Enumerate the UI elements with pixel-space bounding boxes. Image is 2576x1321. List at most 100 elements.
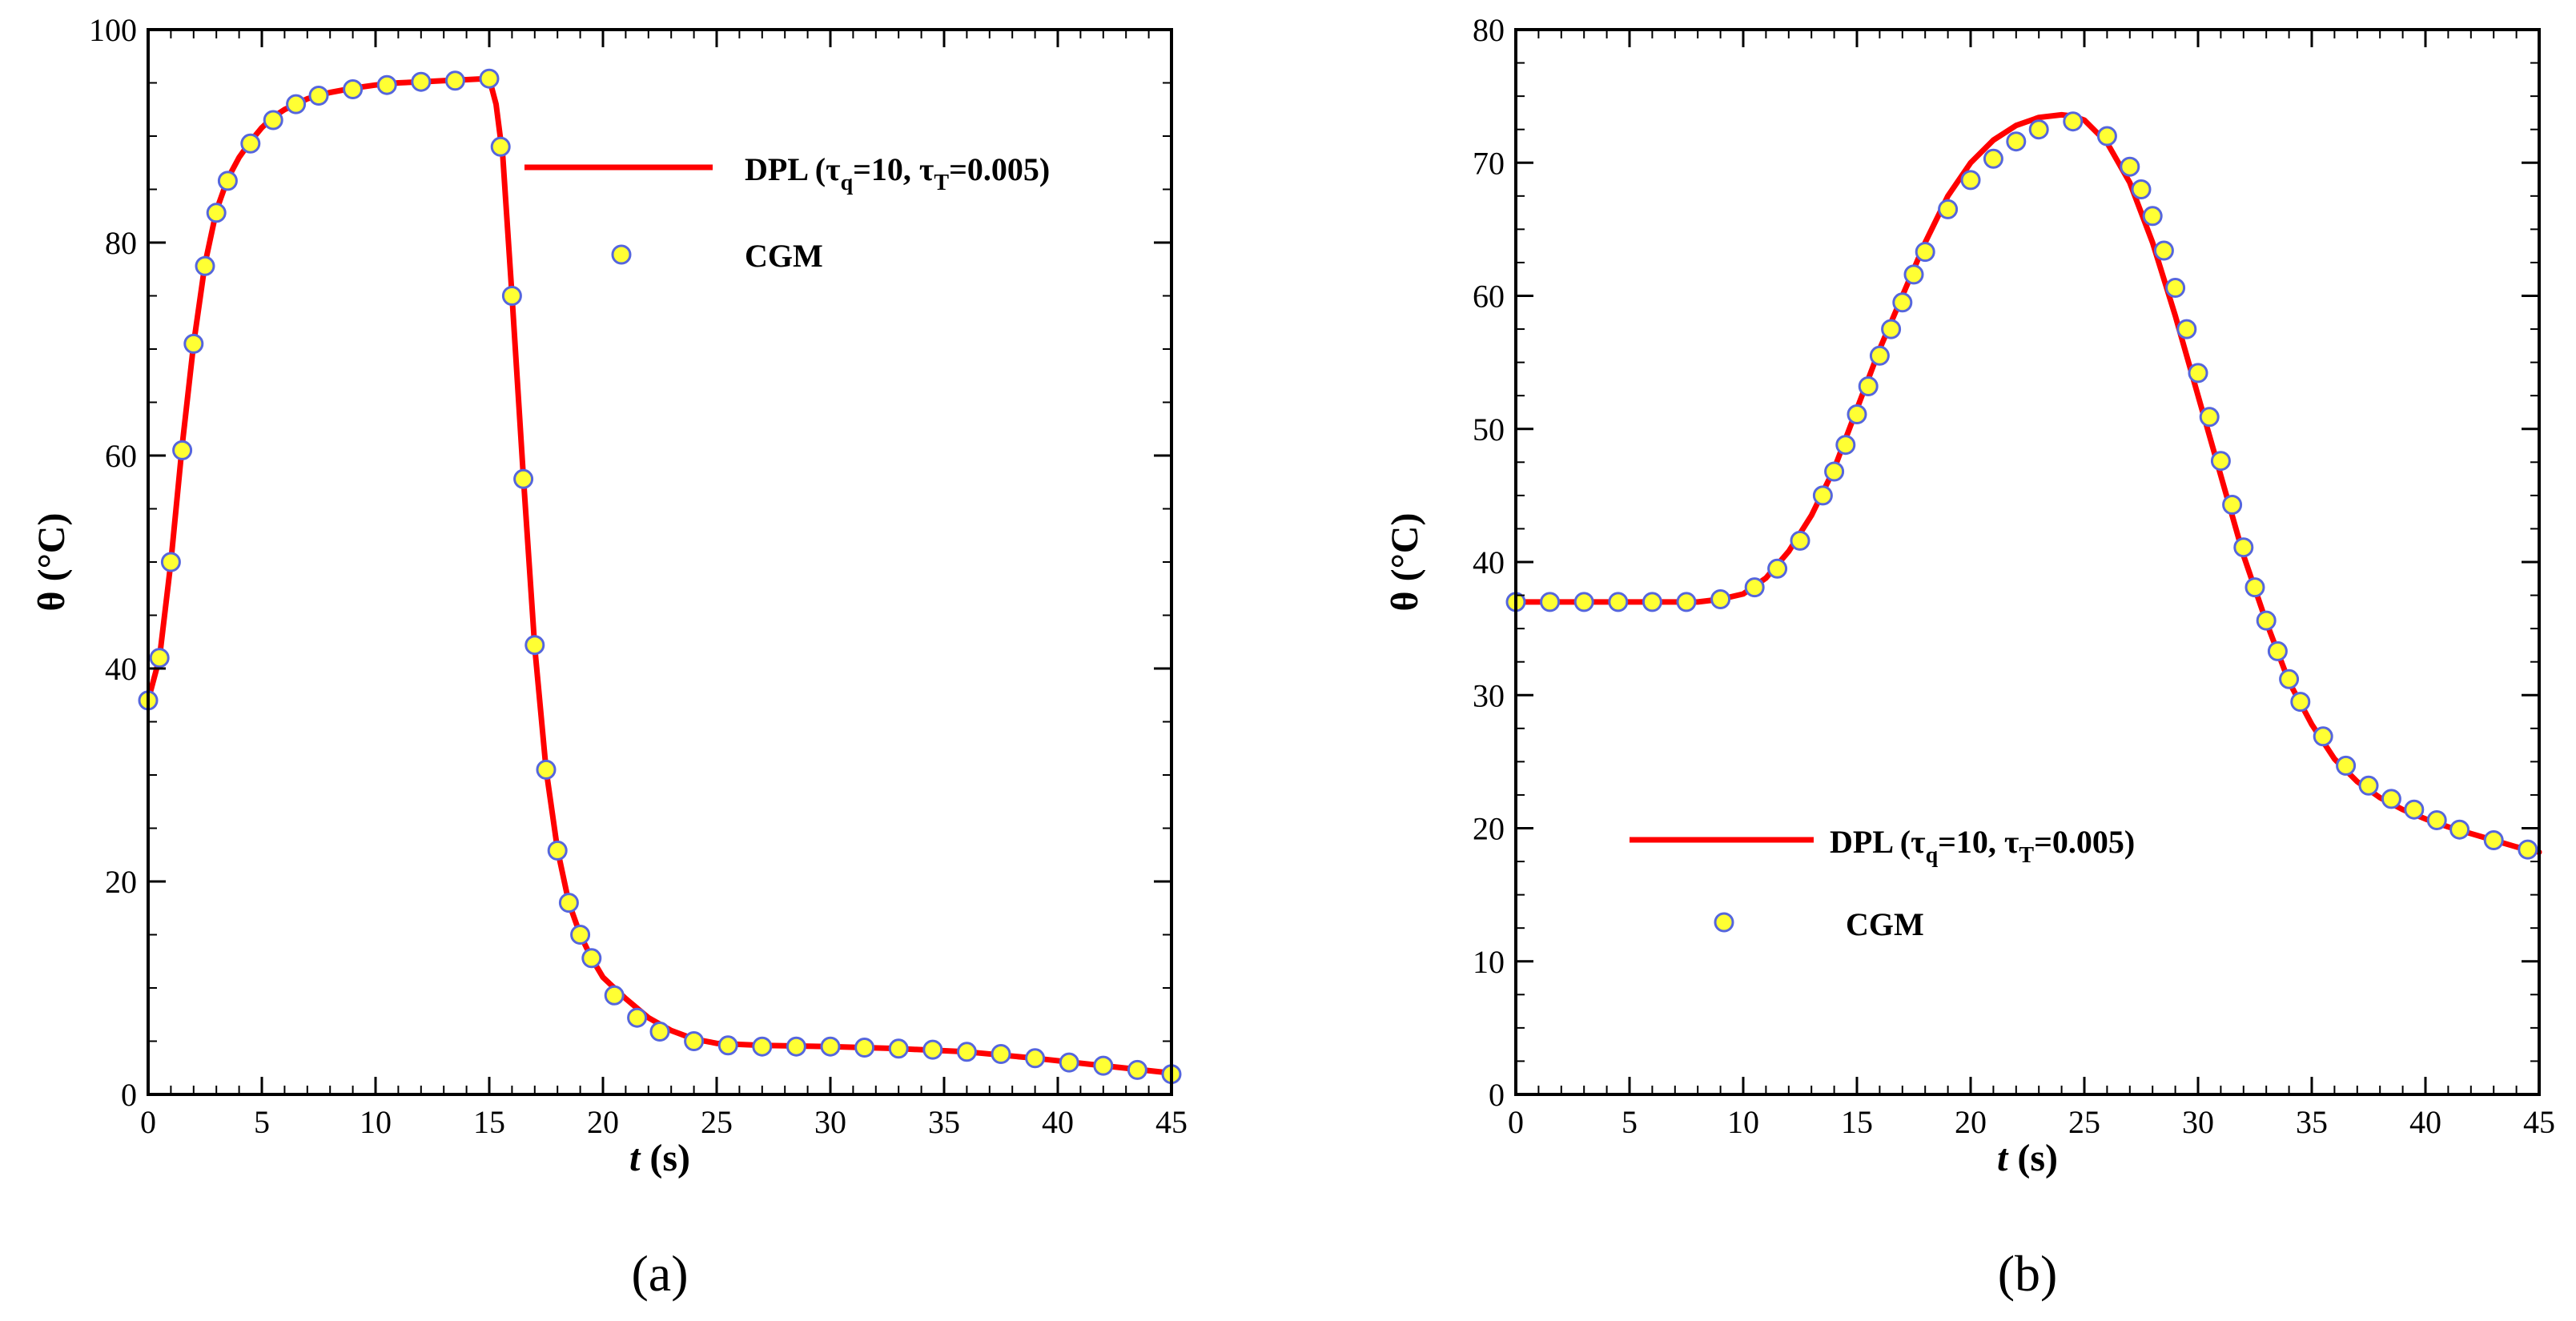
cgm-point-a bbox=[195, 255, 215, 276]
x-tick-label-b: 45 bbox=[2523, 1104, 2555, 1140]
cgm-point-a bbox=[160, 552, 181, 572]
cgm-point-a bbox=[922, 1039, 943, 1060]
y-tick-label-b: 70 bbox=[1473, 145, 1505, 181]
cgm-point-a bbox=[786, 1036, 806, 1057]
y-tick-label-b: 0 bbox=[1489, 1077, 1505, 1113]
cgm-point-b bbox=[2028, 119, 2049, 140]
cgm-point-a bbox=[376, 74, 397, 95]
legend-b: DPL (τq=10, τT=0.005) CGM bbox=[1630, 824, 2135, 942]
cgm-point-b bbox=[1573, 592, 1594, 612]
cgm-point-b bbox=[2483, 830, 2504, 850]
legend-line-label-b: DPL (τq=10, τT=0.005) bbox=[1830, 824, 2135, 868]
cgm-point-a bbox=[820, 1036, 841, 1057]
cgm-point-b bbox=[2063, 111, 2084, 132]
cgm-point-b bbox=[1608, 592, 1629, 612]
y-tick-label-b: 40 bbox=[1473, 544, 1505, 580]
cgm-point-b bbox=[2381, 789, 2401, 809]
cgm-point-a bbox=[444, 70, 465, 91]
cgm-point-a bbox=[172, 440, 193, 460]
x-tick-label-b: 40 bbox=[2409, 1104, 2441, 1140]
cgm-point-b bbox=[1744, 577, 1765, 598]
cgm-point-a bbox=[343, 79, 364, 99]
cgm-point-b bbox=[2233, 537, 2254, 558]
axis-ticks-a: 0 5 10 15 20 25 30 35 40 45 0 20 40 60 80 100 bbox=[89, 12, 1188, 1140]
cgm-point-b bbox=[1938, 199, 1959, 219]
cgm-point-a bbox=[501, 286, 522, 306]
cgm-point-b bbox=[1540, 592, 1561, 612]
cgm-point-a bbox=[1093, 1055, 1114, 1076]
cgm-point-a bbox=[1025, 1048, 1046, 1069]
x-tick-label-a: 5 bbox=[254, 1104, 270, 1140]
legend-marker-swatch-b bbox=[1714, 912, 1734, 933]
y-tick-label-b: 80 bbox=[1473, 12, 1505, 48]
x-tick-label-a: 25 bbox=[701, 1104, 733, 1140]
cgm-point-b bbox=[1858, 376, 1879, 396]
x-tick-label-a: 0 bbox=[140, 1104, 156, 1140]
cgm-point-b bbox=[1642, 592, 1662, 612]
series-line-dpl-b bbox=[1513, 111, 2542, 855]
x-axis-label-b: t (s) bbox=[1997, 1137, 2058, 1179]
cgm-point-b bbox=[2153, 240, 2174, 261]
cgm-point-a bbox=[888, 1038, 909, 1059]
cgm-point-b bbox=[1812, 485, 1833, 506]
cgm-point-a bbox=[183, 333, 204, 354]
plot-area-b bbox=[1505, 111, 2542, 860]
cgm-point-b bbox=[2210, 451, 2231, 472]
panel-label-a: (a) bbox=[631, 1245, 688, 1302]
cgm-point-b bbox=[2188, 363, 2208, 383]
x-axis-label-a: t (s) bbox=[629, 1137, 690, 1179]
cgm-point-b bbox=[2120, 156, 2140, 177]
cgm-point-b bbox=[2426, 810, 2447, 830]
panel-b: 0 5 10 15 20 25 30 35 40 45 0 10 20 30 40 50 60 70 80 θ (°… bbox=[1384, 12, 2555, 1302]
x-tick-label-a: 45 bbox=[1155, 1104, 1188, 1140]
cgm-point-b bbox=[1847, 404, 1867, 424]
y-tick-label-a: 20 bbox=[105, 864, 137, 900]
y-tick-label-a: 40 bbox=[105, 651, 137, 687]
y-tick-label-a: 100 bbox=[89, 12, 137, 48]
x-tick-label-a: 15 bbox=[473, 1104, 505, 1140]
cgm-point-b bbox=[2449, 819, 2470, 840]
cgm-point-b bbox=[1960, 170, 1981, 191]
y-tick-label-a: 60 bbox=[105, 438, 137, 474]
y-tick-label-b: 30 bbox=[1473, 677, 1505, 713]
series-line-dpl-a bbox=[145, 75, 1175, 1076]
y-tick-label-b: 50 bbox=[1473, 412, 1505, 448]
cgm-point-b bbox=[2336, 755, 2357, 776]
cgm-point-b bbox=[1869, 345, 1890, 366]
cgm-point-a bbox=[649, 1022, 670, 1042]
cgm-point-b bbox=[2131, 179, 2152, 199]
cgm-point-b bbox=[2006, 131, 2027, 152]
cgm-point-a bbox=[308, 86, 329, 106]
cgm-point-a bbox=[479, 68, 500, 89]
legend-a: DPL (τq=10, τT=0.005) CGM bbox=[524, 151, 1050, 274]
panel-a: 0 5 10 15 20 25 30 35 40 45 0 20 40 60 80 100 θ (°C) t … bbox=[30, 12, 1188, 1302]
cgm-point-a bbox=[411, 71, 432, 92]
cgm-point-a bbox=[1127, 1059, 1147, 1080]
cgm-point-a bbox=[956, 1042, 977, 1062]
y-axis-label-a: θ (°C) bbox=[30, 513, 73, 612]
cgm-point-a bbox=[286, 94, 307, 114]
cgm-point-b bbox=[2222, 495, 2243, 515]
x-tick-label-a: 20 bbox=[587, 1104, 619, 1140]
cgm-point-a bbox=[717, 1035, 738, 1056]
cgm-point-a bbox=[524, 635, 545, 656]
legend-marker-label-b: CGM bbox=[1846, 906, 1924, 942]
cgm-point-b bbox=[2199, 407, 2220, 428]
cgm-point-a bbox=[752, 1036, 773, 1057]
cgm-point-b bbox=[1824, 461, 1845, 482]
cgm-point-b bbox=[2142, 206, 2163, 227]
cgm-point-a bbox=[854, 1038, 875, 1058]
cgm-point-b bbox=[1983, 148, 2003, 169]
cgm-point-b bbox=[2290, 692, 2311, 713]
cgm-point-a bbox=[217, 171, 238, 191]
x-tick-label-b: 5 bbox=[1622, 1104, 1638, 1140]
cgm-point-b bbox=[2518, 839, 2538, 860]
x-tick-label-b: 10 bbox=[1727, 1104, 1759, 1140]
cgm-point-b bbox=[2404, 799, 2425, 820]
plot-frame-b bbox=[1514, 28, 2541, 1096]
cgm-point-a bbox=[570, 925, 591, 945]
y-tick-label-a: 80 bbox=[105, 225, 137, 261]
cgm-point-b bbox=[2256, 610, 2277, 631]
cgm-point-a bbox=[684, 1031, 705, 1051]
